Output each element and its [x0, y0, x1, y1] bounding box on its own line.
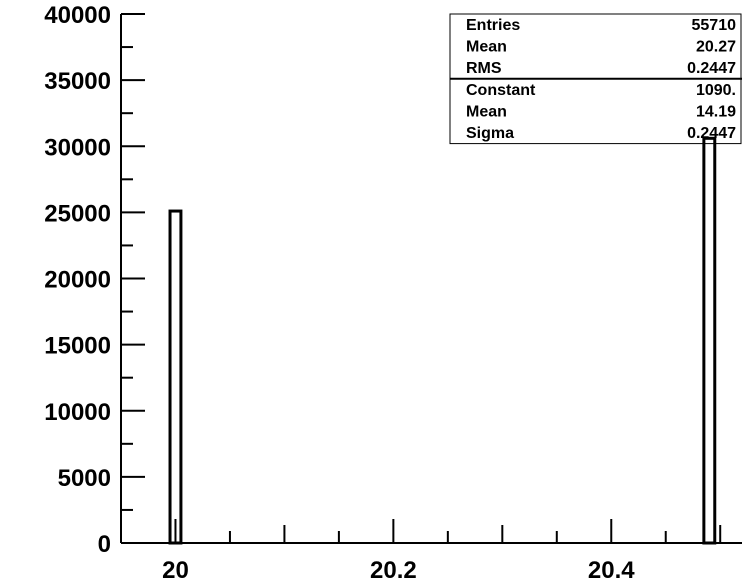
stats-value: 0.2447 [687, 125, 736, 142]
axes: 0 5000 10000 15000 20000 25000 30000 35000 40000… [44, 2, 742, 584]
y-tick-label: 30000 [44, 134, 111, 161]
y-tick-label: 15000 [44, 333, 111, 360]
x-tick-label: 20 [162, 557, 189, 584]
y-tick-label: 40000 [44, 2, 111, 29]
y-tick-label: 20000 [44, 267, 111, 294]
stats-box: Entries 55710 Mean 20.27 RMS 0.2447 Constant 10… [449, 13, 742, 145]
stats-value: 1090. [696, 82, 736, 99]
y-tick-label: 0 [98, 531, 111, 558]
stats-value: 14.19 [696, 103, 736, 120]
stats-label: Entries [466, 17, 520, 34]
stats-label: Mean [466, 39, 507, 56]
y-tick-label: 5000 [58, 465, 111, 492]
stats-value: 20.27 [696, 39, 736, 56]
stats-value: 55710 [692, 17, 737, 34]
stats-value: 0.2447 [687, 60, 736, 77]
y-tick-label: 10000 [44, 399, 111, 426]
stats-label: Mean [466, 103, 507, 120]
x-tick-label: 20.2 [370, 557, 417, 584]
y-tick-label: 25000 [44, 200, 111, 227]
stats-label: Sigma [466, 125, 514, 142]
stats-label: Constant [466, 82, 536, 99]
x-tick-label: 20.4 [588, 557, 635, 584]
stats-label: RMS [466, 60, 502, 77]
y-tick-label: 35000 [44, 68, 111, 95]
